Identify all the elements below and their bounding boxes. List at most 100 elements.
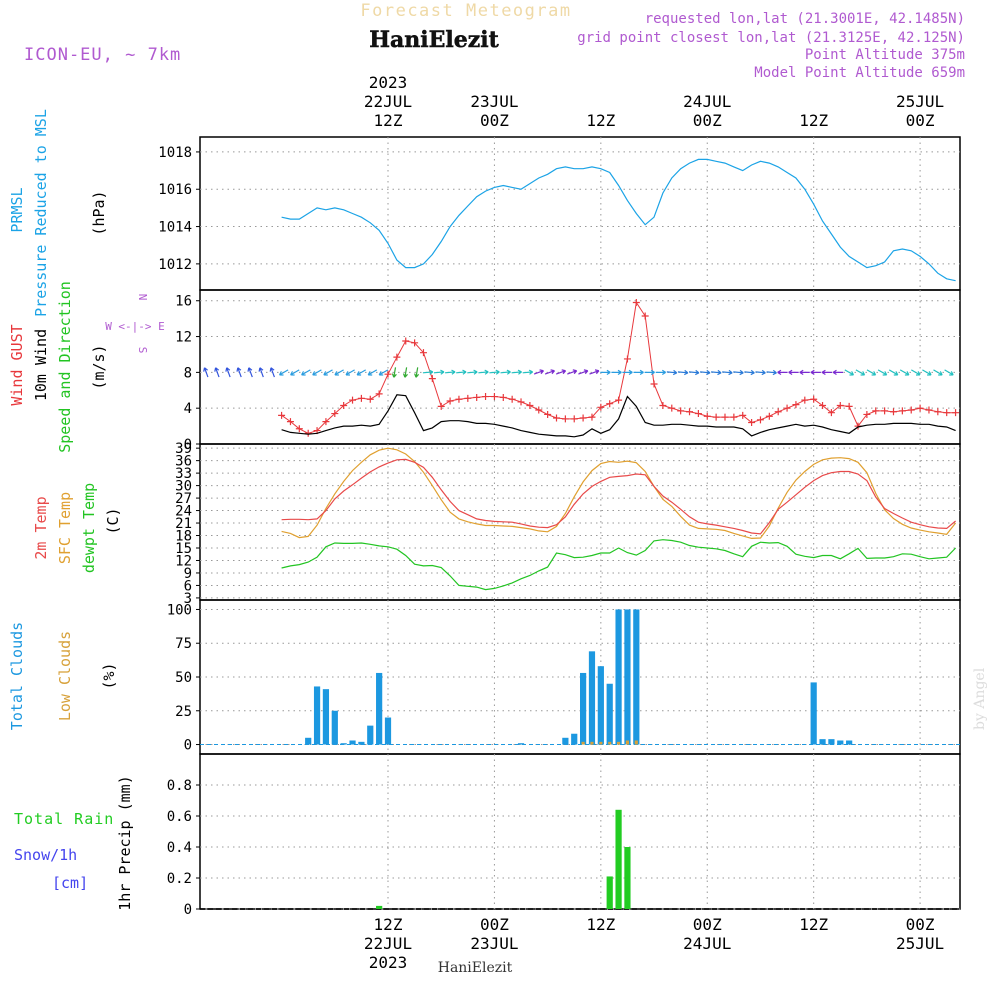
wind-direction-arrow <box>744 369 755 376</box>
wind-direction-arrow <box>445 369 456 375</box>
gust-point <box>650 380 658 388</box>
totalclouds-bar <box>810 682 817 745</box>
wind-direction-arrow <box>611 369 622 376</box>
lowclouds-label: Low Clouds <box>56 631 74 721</box>
pressure-line <box>281 158 956 282</box>
wind-direction-arrow <box>944 369 954 376</box>
gust-point <box>482 393 490 401</box>
y-tick-label: 50 <box>175 670 192 686</box>
totalclouds-label: Total Clouds <box>8 622 26 730</box>
y-tick-label: 0 <box>184 437 192 453</box>
bottom-time-label: 12Z <box>374 915 403 934</box>
totalclouds-bar <box>349 740 356 745</box>
gust-point <box>943 409 951 417</box>
wind-direction-arrow <box>633 369 644 376</box>
wind-direction-arrow <box>467 369 478 375</box>
wind-direction-arrow <box>589 369 600 375</box>
y-tick-label: 39 <box>175 441 192 457</box>
gust-point <box>730 413 738 421</box>
y-tick-label: 36 <box>175 454 192 470</box>
y-tick-label: 30 <box>175 479 192 495</box>
lowclouds-bar <box>581 741 585 745</box>
lowclouds-bar <box>617 741 621 745</box>
y-tick-label: 0.6 <box>167 809 192 825</box>
gust-point <box>411 339 419 347</box>
gust-point <box>916 404 924 412</box>
y-tick-label: 6 <box>184 578 192 594</box>
y-tick-label: 25 <box>175 704 192 720</box>
wind-direction-arrow <box>810 369 821 376</box>
gust-point <box>357 394 365 402</box>
gust-point <box>889 408 897 416</box>
y-tick-label: 0.4 <box>167 840 192 856</box>
bottom-time-label: 2023 <box>369 953 408 972</box>
wind-direction-arrow <box>500 369 511 375</box>
wind-direction-arrow <box>511 369 522 375</box>
gust-point <box>375 390 383 398</box>
clouds-unit: (%) <box>100 662 118 689</box>
wind-direction-arrow <box>489 369 500 375</box>
gust-point <box>677 407 685 415</box>
gust-point <box>801 396 809 404</box>
wind-direction-arrow <box>877 369 888 376</box>
gust-point <box>278 411 286 419</box>
wind-direction-arrow <box>777 369 788 376</box>
compass-we: W <-|-> E <box>105 320 165 333</box>
snow-label: Snow/1h <box>14 846 77 864</box>
totalclouds-bar <box>633 609 640 745</box>
wind-direction-arrow <box>766 369 777 376</box>
gust-point <box>863 410 871 418</box>
wind-direction-arrow <box>422 369 434 375</box>
wind-direction-arrow <box>832 369 844 376</box>
gust-point <box>286 418 294 426</box>
y-tick-label: 75 <box>175 636 192 652</box>
y-tick-label: 0 <box>184 738 192 754</box>
wind-direction-arrow <box>378 369 389 376</box>
dewpt-line <box>281 539 957 591</box>
gust-point <box>588 413 596 421</box>
wind-direction-arrow <box>323 369 333 376</box>
wind-direction-arrow <box>203 367 209 378</box>
totalclouds-bar <box>588 651 596 745</box>
gust-point <box>340 402 348 409</box>
totalclouds-bar <box>562 737 569 745</box>
totalclouds-bar <box>367 725 374 745</box>
y-tick-label: 18 <box>175 529 192 545</box>
wind-direction-arrow <box>600 369 611 376</box>
gust-point <box>739 411 747 419</box>
y-tick-label: 12 <box>175 330 192 346</box>
wind-direction-arrow <box>258 367 264 378</box>
wind-direction-arrow <box>214 367 220 378</box>
wind-direction-arrow <box>844 369 855 376</box>
wind-direction-arrow <box>236 367 242 378</box>
y-tick-label: 15 <box>175 541 192 557</box>
gust-point <box>579 414 587 422</box>
snow-unit-label: [cm] <box>52 874 88 892</box>
wind-direction-arrow <box>788 369 799 376</box>
wind-direction-arrow <box>433 369 445 375</box>
y-tick-label: 1016 <box>158 182 192 198</box>
gust-point <box>756 416 764 424</box>
y-tick-label: 24 <box>175 504 192 520</box>
sfctemp-label: SFC Temp <box>56 492 74 564</box>
y-tick-label: 0.2 <box>167 871 192 887</box>
lowclouds-bar <box>625 740 629 745</box>
gust-point <box>446 397 454 405</box>
wind-direction-arrow <box>888 369 899 376</box>
gust-point <box>836 402 844 409</box>
wind-direction-arrow <box>334 369 344 376</box>
panel-frame <box>199 136 961 291</box>
totalclouds-bar <box>624 609 631 745</box>
top-time-label: 00Z <box>480 111 509 130</box>
totalclouds-bar <box>517 743 525 745</box>
wind-direction-arrow <box>544 369 555 375</box>
wind-direction-arrow <box>225 367 231 378</box>
gust-point <box>827 409 835 417</box>
gust-point <box>748 419 756 427</box>
gust-point <box>845 402 853 410</box>
totalclouds-bar <box>384 717 392 745</box>
wind-direction-arrow <box>733 369 744 376</box>
wind-direction-arrow <box>655 369 667 376</box>
gust-point <box>694 410 702 418</box>
